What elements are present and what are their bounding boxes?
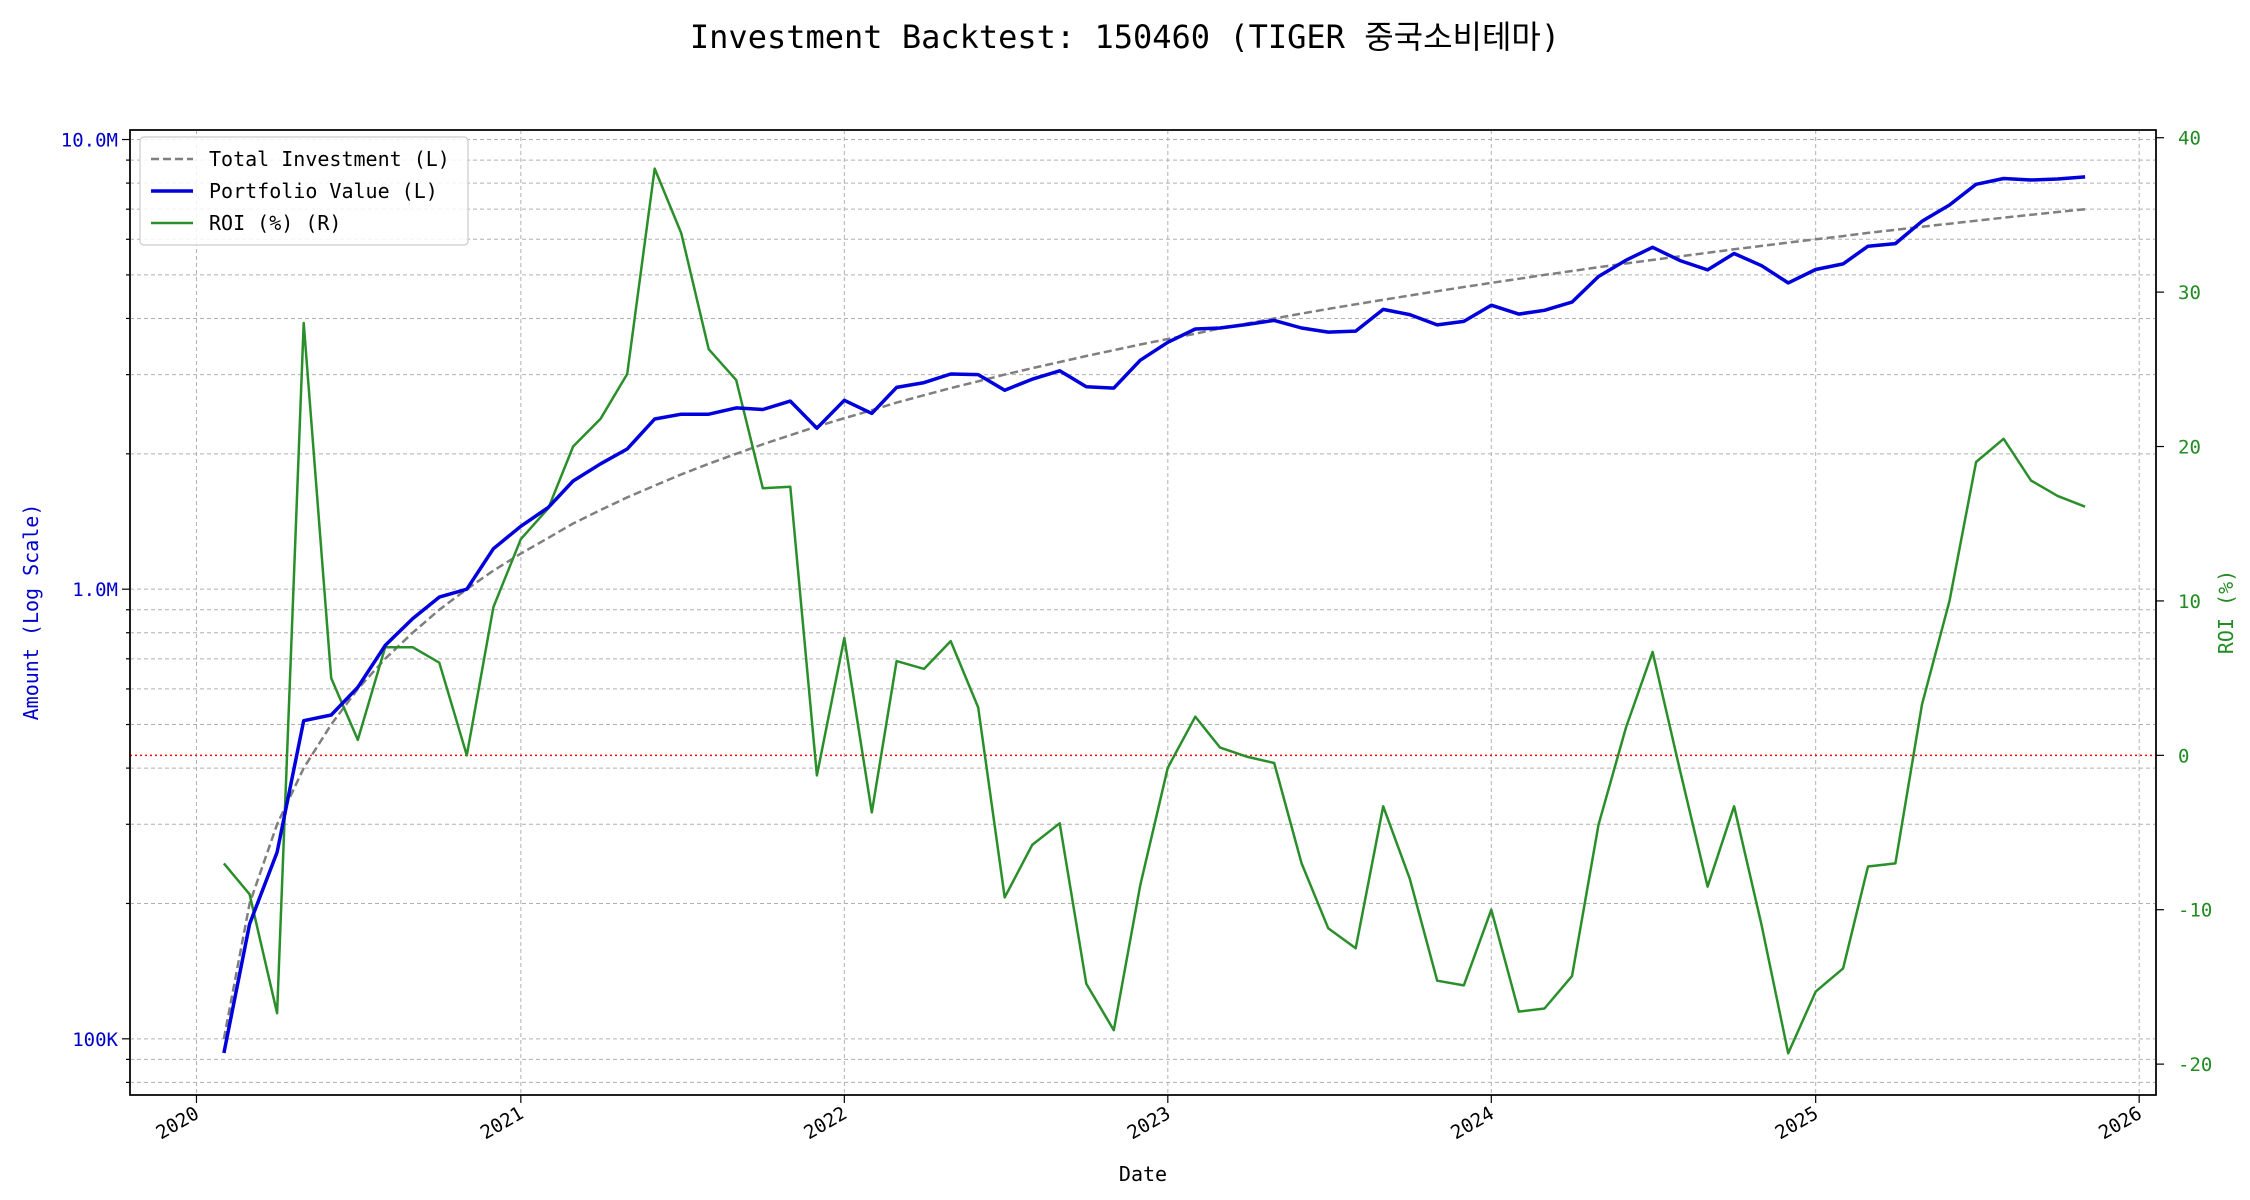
y-right-tick-label: 20	[2178, 437, 2201, 459]
y-axis-left: 100K 1.0M 10.0M	[61, 130, 130, 1083]
x-tick-label: 2022	[800, 1102, 851, 1144]
y-right-tick-label: -20	[2178, 1054, 2212, 1076]
x-tick-label: 2025	[1772, 1102, 1823, 1144]
x-tick-label: 2021	[477, 1102, 528, 1144]
series-total-investment	[222, 207, 2086, 1040]
x-tick-label: 2026	[2095, 1102, 2146, 1144]
legend-label-portfolio-value: Portfolio Value (L)	[209, 179, 438, 203]
plot-area	[129, 129, 2157, 1096]
y-right-tick-label: 30	[2178, 282, 2201, 304]
y-axis-right-label: ROI (%)	[2214, 570, 2238, 654]
x-tick-label: 2020	[152, 1102, 203, 1144]
y-right-tick-label: -10	[2178, 900, 2212, 922]
y-right-tick-label: 40	[2178, 128, 2201, 150]
series-lines	[130, 167, 2156, 1055]
plot-border	[129, 129, 2157, 1096]
legend: Total Investment (L) Portfolio Value (L)…	[139, 136, 469, 246]
y-right-tick-label: 0	[2178, 745, 2189, 767]
legend-label-total-investment: Total Investment (L)	[209, 147, 450, 171]
y-axis-right: -20 -10 0 10 20 30 40	[2156, 128, 2212, 1076]
x-tick-label: 2023	[1124, 1102, 1175, 1144]
plot-border-rect	[129, 129, 2157, 1096]
grid-lines	[130, 130, 2156, 1095]
chart-title: Investment Backtest: 150460 (TIGER 중국소비테…	[690, 18, 1560, 56]
y-left-tick-label: 100K	[72, 1029, 118, 1051]
x-axis: 2020 2021 2022 2023 2024 2025 2026	[152, 1095, 2146, 1144]
y-left-tick-label: 1.0M	[72, 579, 118, 601]
legend-box	[139, 136, 469, 246]
legend-label-roi: ROI (%) (R)	[209, 211, 341, 235]
series-roi	[222, 167, 2086, 1055]
x-tick-label: 2024	[1447, 1102, 1498, 1144]
x-axis-label: Date	[1119, 1162, 1167, 1186]
y-right-tick-label: 10	[2178, 591, 2201, 613]
y-axis-left-label: Amount (Log Scale)	[19, 504, 43, 721]
y-left-tick-label: 10.0M	[61, 130, 118, 152]
series-portfolio-value	[222, 175, 2086, 1054]
